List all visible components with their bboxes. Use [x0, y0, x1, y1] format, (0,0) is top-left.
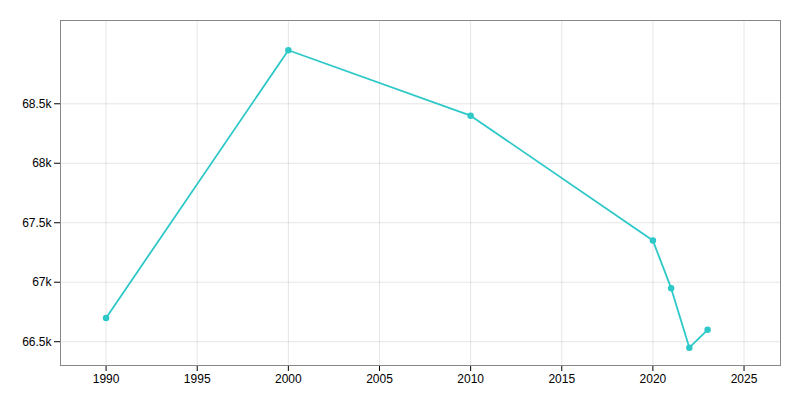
svg-text:2025: 2025	[731, 372, 758, 386]
svg-text:68.5k: 68.5k	[22, 97, 52, 111]
svg-text:2020: 2020	[640, 372, 667, 386]
svg-text:1990: 1990	[93, 372, 120, 386]
svg-text:2000: 2000	[275, 372, 302, 386]
svg-text:68k: 68k	[32, 156, 52, 170]
svg-text:2015: 2015	[548, 372, 575, 386]
svg-text:67k: 67k	[32, 275, 52, 289]
svg-text:1995: 1995	[184, 372, 211, 386]
svg-text:66.5k: 66.5k	[22, 335, 52, 349]
svg-text:67.5k: 67.5k	[22, 216, 52, 230]
svg-text:2010: 2010	[457, 372, 484, 386]
svg-text:2005: 2005	[366, 372, 393, 386]
